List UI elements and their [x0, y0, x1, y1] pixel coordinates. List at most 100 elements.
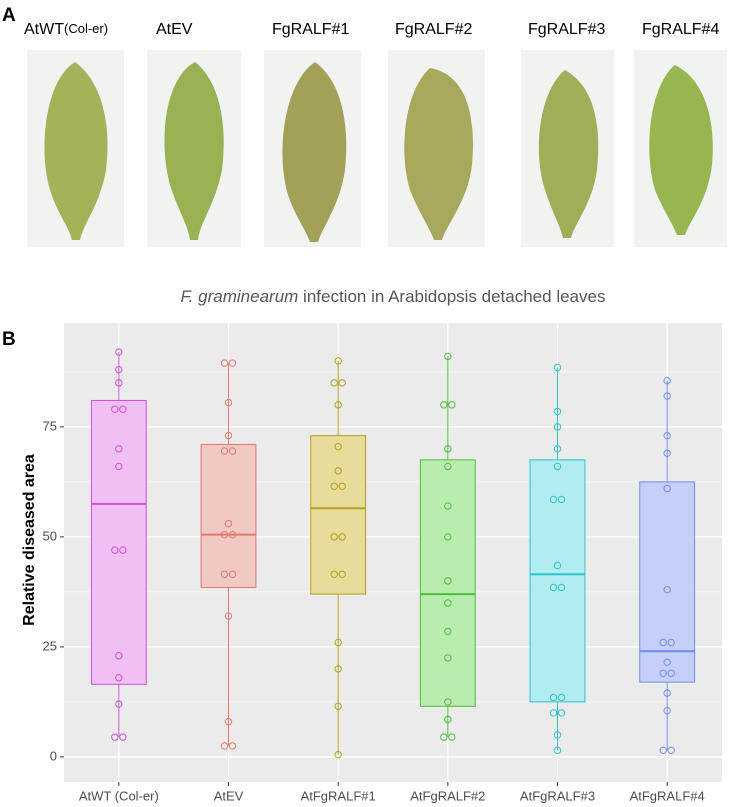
point: [557, 693, 566, 702]
x-tick-label: AtEV: [214, 788, 244, 803]
label-main: FgRALF#4: [642, 21, 719, 38]
leaf: [538, 70, 599, 238]
point: [667, 746, 675, 755]
point: [440, 733, 448, 741]
point: [549, 495, 558, 504]
x-tick-label: AtFgRALF#1: [301, 788, 376, 803]
point: [553, 407, 562, 416]
title-italic: F. graminearum: [181, 287, 299, 306]
photo-label: AtWT(Col-er): [24, 21, 108, 38]
leaf: [649, 65, 713, 235]
point: [444, 715, 452, 724]
point: [119, 733, 127, 741]
y-tick-label: 50: [43, 528, 57, 543]
title-rest: infection in Arabidopsis detached leaves: [298, 287, 605, 306]
point: [228, 742, 237, 750]
point: [334, 357, 342, 365]
point: [115, 379, 123, 387]
point: [444, 698, 452, 706]
point: [334, 751, 342, 759]
point: [444, 627, 452, 636]
point: [334, 442, 342, 451]
x-tick-label: AtFgRALF#2: [410, 788, 485, 803]
point: [330, 570, 338, 578]
point: [330, 482, 338, 490]
label-sub: (Col-er): [64, 21, 108, 36]
point: [553, 561, 562, 570]
plot: [64, 323, 722, 782]
point: [663, 585, 671, 594]
point: [220, 742, 229, 750]
photo-label: AtEV: [156, 21, 193, 38]
point: [330, 533, 338, 541]
point: [667, 638, 675, 647]
point: [663, 376, 671, 385]
point: [663, 707, 671, 715]
point: [448, 401, 456, 409]
leaf: [164, 62, 224, 240]
point: [444, 654, 452, 662]
box: [310, 435, 367, 595]
point: [224, 612, 233, 620]
leaf: [282, 62, 347, 242]
x-tick-label: AtFgRALF#3: [520, 788, 595, 803]
point: [659, 638, 667, 647]
point: [659, 669, 667, 678]
box: [529, 459, 586, 703]
point: [115, 651, 123, 660]
label-main: FgRALF#2: [395, 21, 472, 38]
point: [663, 449, 671, 457]
plot-background: [64, 323, 722, 782]
point: [663, 689, 671, 697]
point: [115, 365, 123, 374]
point: [440, 401, 448, 409]
point: [228, 359, 237, 367]
point: [220, 530, 229, 539]
point: [115, 348, 123, 356]
point: [111, 405, 119, 413]
point: [115, 445, 123, 453]
point: [224, 398, 233, 407]
box: [639, 481, 696, 683]
point: [228, 530, 237, 539]
photo-label: FgRALF#3: [528, 21, 605, 38]
point: [119, 405, 127, 413]
box: [200, 443, 257, 588]
point: [115, 700, 123, 708]
point: [444, 533, 452, 541]
point: [334, 702, 342, 711]
point: [224, 718, 233, 726]
point: [553, 363, 562, 372]
point: [444, 352, 452, 361]
point: [338, 533, 346, 541]
point: [334, 638, 342, 647]
y-axis-label: Relative diseased area: [21, 454, 38, 626]
box: [90, 399, 147, 685]
point: [228, 570, 237, 578]
photo-labels: AtWT(Col-er) AtEV FgRALF#1 FgRALF#2 FgRALF#3…: [24, 21, 719, 38]
point: [119, 546, 127, 554]
label-main: AtWT: [24, 21, 64, 38]
point: [334, 401, 342, 409]
point: [224, 431, 233, 440]
point: [553, 423, 562, 431]
point: [338, 482, 346, 490]
point: [557, 583, 566, 592]
point: [557, 709, 566, 717]
y-tick-label: 0: [50, 748, 57, 763]
point: [549, 693, 558, 702]
point: [444, 577, 452, 585]
panel-letter: A: [2, 5, 16, 26]
y-tick-label: 75: [43, 418, 57, 433]
point: [444, 502, 452, 510]
point: [663, 431, 671, 440]
leaf: [404, 68, 473, 240]
point: [659, 746, 667, 755]
point: [334, 665, 342, 673]
point: [338, 570, 346, 578]
point: [667, 669, 675, 678]
point: [224, 519, 233, 528]
point: [220, 447, 229, 455]
point: [115, 674, 123, 682]
